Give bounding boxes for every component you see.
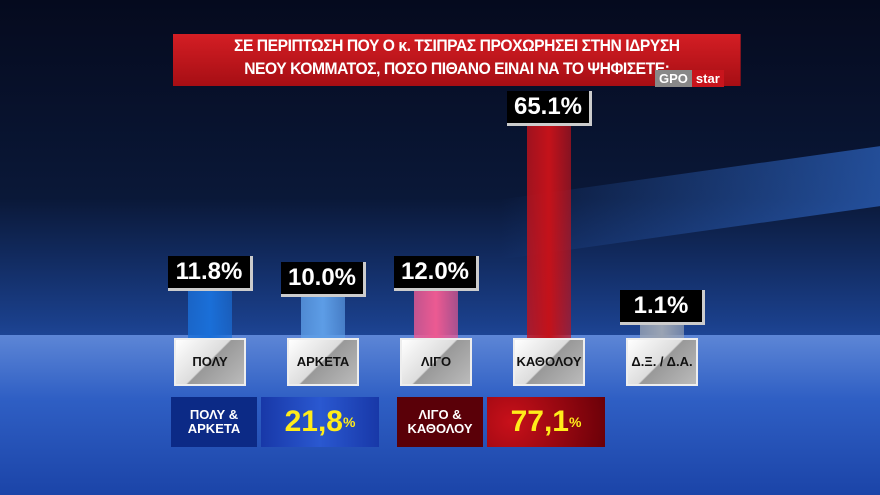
summary-unit: %: [342, 414, 356, 430]
value-label: 65.1%: [507, 91, 592, 127]
bar-3: [527, 125, 571, 340]
summary-value-negative: 77,1%: [487, 397, 605, 447]
bar-2: [414, 289, 458, 340]
star-logo: star: [691, 70, 724, 87]
summary-value: 77,1: [510, 405, 569, 438]
summary-value-positive: 21,8%: [261, 397, 379, 447]
summary-value: 21,8: [284, 405, 343, 438]
category-label: Δ.Ξ. / Δ.Α.: [626, 338, 698, 386]
chart-title: ΣΕ ΠΕΡΙΠΤΩΣΗ ΠΟΥ Ο κ. ΤΣΙΠΡΑΣ ΠΡΟΧΩΡΗΣΕΙ…: [173, 34, 741, 86]
category-label: ΚΑΘΟΛΟΥ: [513, 338, 585, 386]
summary-unit: %: [568, 414, 582, 430]
category-label: ΑΡΚΕΤΑ: [287, 338, 359, 386]
summary-label-positive: ΠΟΛΥ & ΑΡΚΕΤΑ: [171, 397, 257, 447]
summary-label-line: ΛΙΓΟ &: [418, 407, 462, 422]
bar-4: [640, 323, 684, 340]
title-line-2: ΝΕΟΥ ΚΟΜΜΑΤΟΣ, ΠΟΣΟ ΠΙΘΑΝΟ ΕΙΝΑΙ ΝΑ ΤΟ Ψ…: [244, 59, 670, 78]
bar-0: [188, 290, 232, 340]
summary-label-line: ΠΟΛΥ &: [189, 407, 239, 422]
value-label: 11.8%: [168, 256, 253, 292]
gpo-logo: GPO: [655, 70, 692, 87]
value-label: 10.0%: [281, 262, 366, 297]
category-label: ΛΙΓΟ: [400, 338, 472, 386]
title-line-1: ΣΕ ΠΕΡΙΠΤΩΣΗ ΠΟΥ Ο κ. ΤΣΙΠΡΑΣ ΠΡΟΧΩΡΗΣΕΙ…: [234, 36, 680, 55]
summary-label-negative: ΛΙΓΟ & ΚΑΘΟΛΟΥ: [397, 397, 483, 447]
logo: GPO star: [655, 70, 724, 87]
summary-label-line: ΑΡΚΕΤΑ: [187, 421, 241, 436]
bar-1: [301, 296, 345, 340]
category-label: ΠΟΛΥ: [174, 338, 246, 386]
value-label: 1.1%: [620, 289, 705, 325]
value-label: 12.0%: [394, 255, 479, 291]
summary-label-line: ΚΑΘΟΛΟΥ: [407, 421, 473, 436]
